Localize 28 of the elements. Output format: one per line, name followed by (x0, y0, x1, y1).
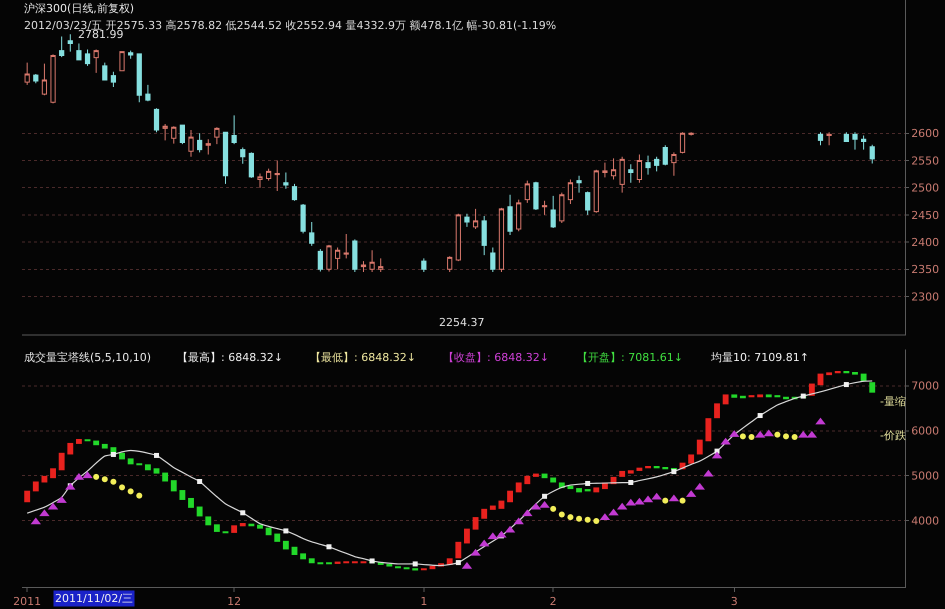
x-tick-label: 1 (420, 595, 428, 608)
y-tick-label: 2300 (911, 290, 940, 304)
text: -价跌 (880, 429, 906, 442)
y-tick-label: 2400 (911, 236, 940, 249)
y-tick-label: 2500 (911, 182, 940, 195)
y-tick-label: 6000 (911, 424, 940, 438)
chart-title: 沪深300(日线,前复权) (24, 2, 134, 15)
annotation: 【开盘】: 7081.61↓ (577, 351, 683, 364)
annotation: 【收盘】: 6848.32↓ (443, 351, 549, 364)
y-tick-label: 5000 (911, 470, 940, 483)
y-tick-label: 2450 (911, 208, 940, 222)
annotation: 2781.99 (78, 28, 124, 41)
x-tick-label: 3 (730, 595, 738, 608)
x-tick-label: 2 (550, 595, 557, 608)
annotation: 【最高】: 6848.32↓ (177, 351, 283, 364)
x-tick-label: 12 (227, 595, 242, 608)
x-tick-label: 2011 (13, 595, 42, 608)
annotation: 【最低】: 6848.32↓ (310, 351, 416, 364)
chart-title: 成交量宝塔线(5,5,10,10) (24, 351, 152, 364)
y-tick-label: 2550 (911, 154, 940, 168)
y-tick-label: 7000 (911, 380, 940, 393)
text: 2011/11/02/三 (55, 592, 134, 605)
annotation: 均量10: 7109.81↑ (710, 351, 809, 364)
y-tick-label: 4000 (911, 514, 940, 528)
y-tick-label: 2600 (911, 127, 940, 140)
text: -量缩 (880, 395, 906, 408)
annotation: 2254.37 (439, 316, 484, 329)
y-tick-label: 2350 (911, 263, 940, 276)
